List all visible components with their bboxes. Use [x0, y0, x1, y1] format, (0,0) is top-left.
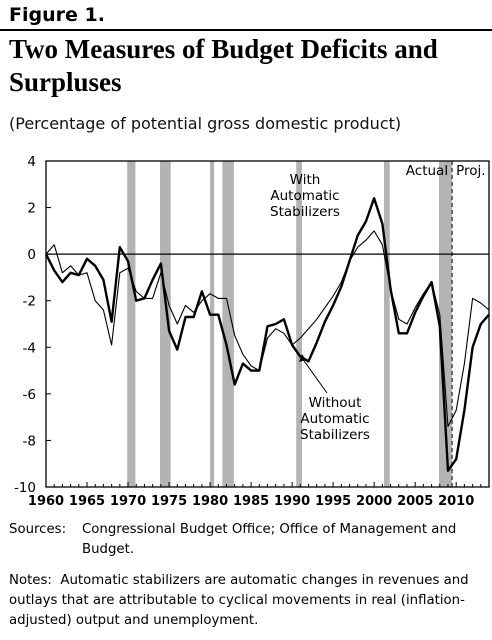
zero-line-group	[46, 161, 489, 487]
x-tick-label: 1970	[110, 494, 146, 509]
chart-subtitle: (Percentage of potential gross domestic …	[9, 114, 402, 133]
plot-border	[45, 160, 490, 488]
title-rule	[0, 29, 492, 31]
annotation-with-stabilizers: With	[290, 172, 321, 188]
sources-text: Congressional Budget Office; Office of M…	[82, 522, 457, 557]
label-actual: Actual	[406, 163, 448, 179]
annotation-pointer	[301, 357, 328, 394]
x-tick-label: 2010	[438, 494, 474, 509]
x-tick-label: 1980	[192, 494, 228, 509]
annotation-without-stabilizers: Without	[309, 395, 362, 411]
recession-band	[210, 161, 215, 487]
x-tick-label: 1960	[28, 494, 64, 509]
axis-ticks	[45, 160, 490, 488]
chart-title: Two Measures of Budget Deficits and Surp…	[9, 34, 438, 97]
y-tick-label: -6	[23, 387, 36, 403]
label-projected: Proj.	[456, 163, 485, 179]
plot-frame	[45, 160, 490, 488]
recession-band	[160, 161, 171, 487]
x-tick-label: 2000	[356, 494, 392, 509]
annotation-with-stabilizers: Automatic	[270, 188, 339, 204]
annotation-without-stabilizers: Automatic	[300, 411, 369, 427]
annotation-with-stabilizers: Stabilizers	[270, 204, 340, 220]
x-tick-label: 1965	[69, 494, 105, 509]
y-tick-label: -10	[14, 480, 36, 496]
recession-band	[222, 161, 234, 487]
recession-band	[296, 161, 302, 487]
y-tick-label: 2	[27, 201, 36, 217]
annotations: Actual Proj.WithAutomaticStabilizersWitho…	[270, 163, 486, 443]
y-tick-label: -8	[23, 433, 36, 449]
y-tick-label: -4	[23, 340, 36, 356]
recession-band	[438, 161, 453, 487]
x-tick-label: 1995	[315, 494, 351, 509]
figure-label: Figure 1.	[9, 4, 105, 26]
notes-text: Automatic stabilizers are automatic chan…	[9, 573, 469, 628]
series-lines	[44, 197, 490, 472]
y-tick-label: 4	[27, 154, 36, 170]
series-line-with-stabilizers	[44, 197, 490, 472]
x-tick-label: 2005	[397, 494, 433, 509]
sources-label: Sources:	[9, 522, 67, 537]
y-tick-label: 0	[27, 247, 36, 263]
recession-band	[127, 161, 136, 487]
notes-label: Notes:	[9, 573, 52, 588]
x-tick-label: 1985	[233, 494, 269, 509]
notes-block: Notes: Automatic stabilizers are automat…	[9, 571, 487, 637]
sources-note: Sources: Congressional Budget Office; Of…	[9, 520, 487, 562]
x-tick-label: 1990	[274, 494, 310, 509]
annotation-without-stabilizers: Stabilizers	[300, 427, 370, 443]
annotation-arrowhead	[299, 354, 306, 362]
series-line-without-stabilizers	[45, 230, 490, 428]
y-tick-label: -2	[23, 294, 36, 310]
recession-bands	[127, 161, 453, 487]
recession-band	[383, 161, 390, 487]
notes-paragraph: Notes: Automatic stabilizers are automat…	[9, 571, 487, 631]
x-tick-label: 1975	[151, 494, 187, 509]
